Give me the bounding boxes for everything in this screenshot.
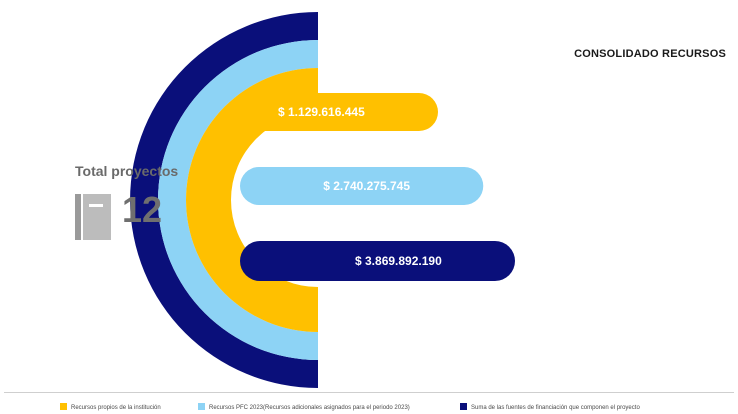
legend-item-3: Suma de las fuentes de financiación que … [460, 403, 640, 411]
document-icon [75, 194, 111, 240]
legend-label-3: Suma de las fuentes de financiación que … [471, 405, 640, 411]
bar-series-3 [240, 241, 515, 281]
bar-label-3: $ 3.869.892.190 [355, 254, 442, 268]
legend-swatch-1 [60, 403, 67, 410]
bar-series-1 [240, 93, 438, 131]
bar-label-2: $ 2.740.275.745 [323, 179, 410, 193]
legend-item-2: Recursos PFC 2023(Recursos adicionales a… [198, 403, 410, 411]
arc-series-2 [158, 40, 318, 360]
legend-label-1: Recursos propios de la institución [71, 405, 161, 411]
arc-series-1 [186, 68, 318, 332]
chart-title: CONSOLIDADO RECURSOS [574, 48, 726, 60]
total-projects-count: 12 [122, 189, 163, 230]
legend-label-2: Recursos PFC 2023(Recursos adicionales a… [209, 405, 410, 411]
legend-swatch-2 [198, 403, 205, 410]
legend-item-1: Recursos propios de la institución [60, 403, 161, 411]
bar-series-2 [240, 167, 484, 205]
total-projects-label: Total proyectos [75, 163, 179, 179]
arc-series-3 [130, 12, 318, 388]
legend-divider [4, 392, 734, 393]
bar-label-1: $ 1.129.616.445 [278, 105, 365, 119]
legend-swatch-3 [460, 403, 467, 410]
